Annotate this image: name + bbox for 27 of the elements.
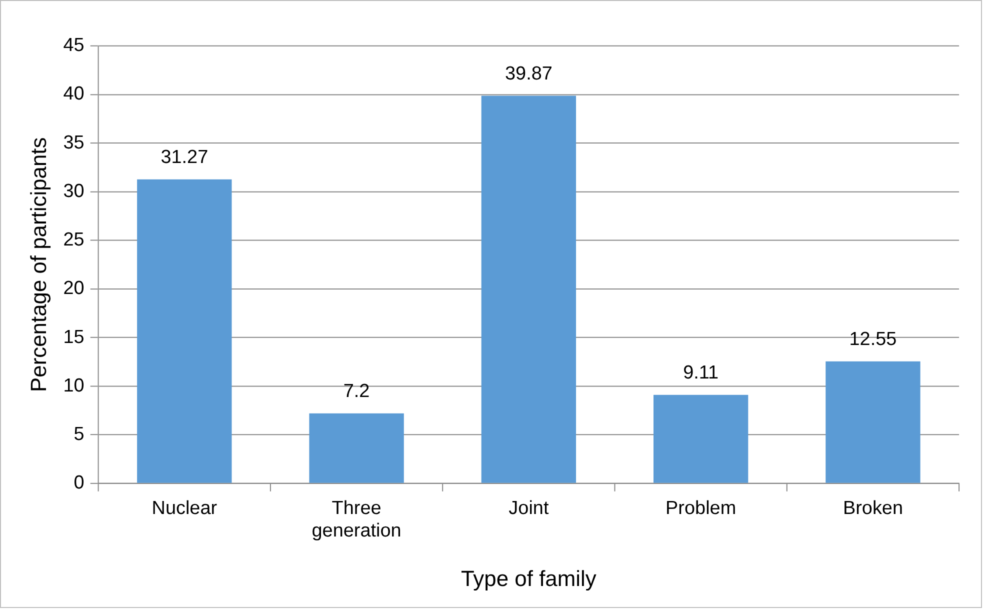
y-tick-label: 0 bbox=[74, 472, 84, 494]
y-tick-label: 45 bbox=[63, 35, 84, 56]
x-tick-label: Three generation bbox=[312, 498, 402, 542]
y-tick-label: 25 bbox=[63, 230, 84, 251]
y-tick-label: 10 bbox=[63, 375, 84, 396]
y-tick-label: 5 bbox=[74, 424, 84, 446]
data-label: 9.11 bbox=[683, 362, 719, 384]
bar bbox=[137, 179, 232, 483]
data-label: 31.27 bbox=[160, 147, 208, 168]
x-tick-label: Joint bbox=[508, 498, 550, 519]
bar bbox=[309, 413, 404, 483]
bar bbox=[481, 96, 576, 483]
y-tick-label: 40 bbox=[63, 84, 84, 105]
y-tick-label: 30 bbox=[63, 180, 84, 202]
data-label: 12.55 bbox=[849, 329, 897, 350]
bar bbox=[653, 394, 748, 483]
y-tick-label: 15 bbox=[63, 326, 84, 348]
bar bbox=[826, 361, 920, 483]
y-axis-title: Percentage of participants bbox=[26, 137, 52, 392]
y-tick-label: 20 bbox=[63, 278, 84, 300]
x-tick-label: Nuclear bbox=[152, 498, 218, 519]
x-tick-label: Problem bbox=[666, 498, 736, 519]
y-tick-label: 35 bbox=[63, 132, 84, 154]
x-axis-title: Type of family bbox=[460, 566, 596, 591]
x-tick-label: Broken bbox=[842, 498, 903, 519]
data-label: 39.87 bbox=[504, 64, 552, 85]
data-label: 7.2 bbox=[343, 381, 370, 402]
